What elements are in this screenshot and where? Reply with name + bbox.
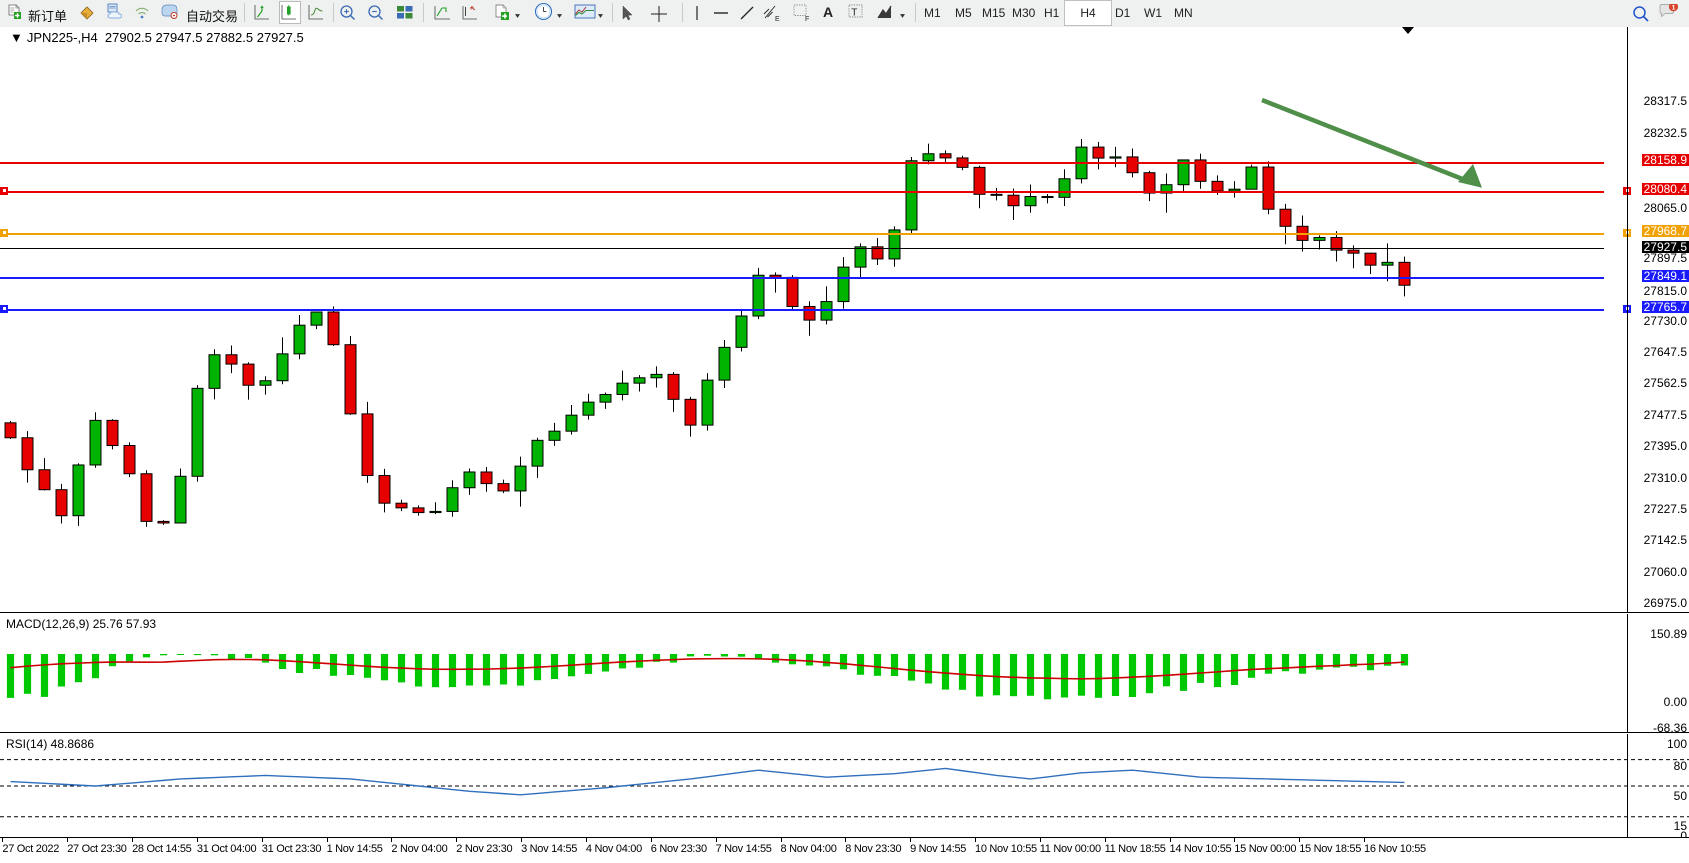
svg-text:E: E (775, 16, 780, 22)
svg-text:A: A (823, 4, 833, 20)
svg-text:T: T (851, 8, 857, 19)
svg-text:F: F (805, 16, 809, 22)
svg-text:1: 1 (1672, 4, 1676, 11)
